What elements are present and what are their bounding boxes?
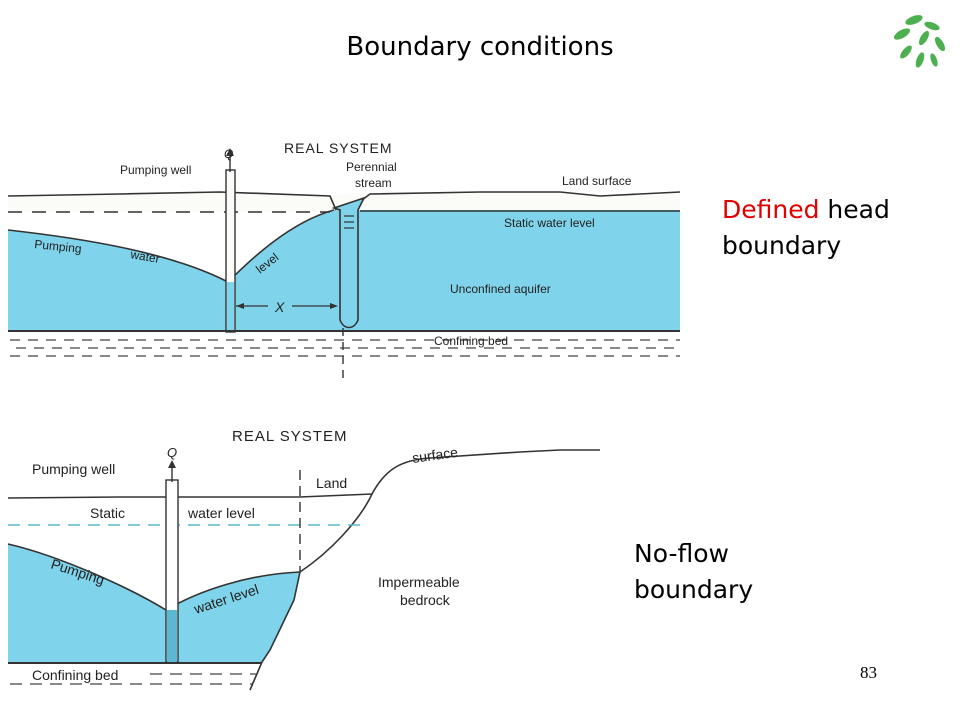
fig2-bedrock-label: bedrock xyxy=(400,592,451,608)
fig1-pumping-well-label: Pumping well xyxy=(120,163,191,177)
fig2-pumping-well-label: Pumping well xyxy=(32,461,115,477)
fig1-title: REAL SYSTEM xyxy=(284,140,393,156)
fig1-confining-label: Confining bed xyxy=(434,334,508,348)
no-flow-label: No-flow boundary xyxy=(634,536,753,608)
fig1-stream-label: stream xyxy=(355,176,392,190)
bedrock-boundary xyxy=(249,493,373,691)
fig1-land-surface-label: Land surface xyxy=(562,174,632,188)
fig1-q-label: Q xyxy=(224,147,233,161)
defined-boundary-word: boundary xyxy=(722,231,842,260)
fig2-impermeable-label: Impermeable xyxy=(378,574,460,590)
fig2-q-label: Q xyxy=(167,445,177,460)
no-flow-word: No-flow xyxy=(634,539,729,568)
fig1-x-label: X xyxy=(274,299,285,315)
fig1-unconfined-label: Unconfined aquifer xyxy=(450,282,551,296)
fig1-pumping-label: Pumping xyxy=(34,237,83,256)
fig1-water-label: water xyxy=(128,247,160,266)
aquifer-water-2 xyxy=(8,544,300,662)
fig2-water-level-label: water level xyxy=(187,505,255,521)
pumping-level-curve xyxy=(7,209,335,283)
no-flow-boundary-word: boundary xyxy=(634,575,754,604)
slide-title: Boundary conditions xyxy=(346,32,614,62)
defined-word: Defined xyxy=(722,195,820,224)
defined-head-label: Defined head boundary xyxy=(722,192,890,264)
fig2-confining-label: Confining bed xyxy=(32,667,118,683)
page-number: 83 xyxy=(860,663,877,682)
land-surface-line xyxy=(7,191,681,211)
fig1-static-water-label: Static water level xyxy=(504,216,595,230)
fig2-land-label: Land xyxy=(316,475,347,491)
land-surface-line-2 xyxy=(7,449,600,499)
leaf-logo-icon xyxy=(893,15,946,68)
stream-channel xyxy=(331,196,366,329)
head-word: head xyxy=(819,195,890,224)
fig2-static-label: Static xyxy=(90,505,125,521)
fig1-perennial-label: Perennial xyxy=(346,160,397,174)
fig2-surface-label: surface xyxy=(411,444,459,466)
fig2-title: REAL SYSTEM xyxy=(232,428,347,445)
